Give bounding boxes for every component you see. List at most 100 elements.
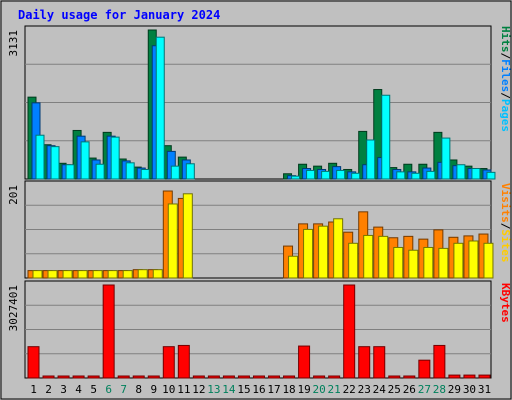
bar-pages-day-10 xyxy=(170,165,180,180)
legend-kbytes: KBytes xyxy=(499,283,512,323)
y-max-label: 3131 xyxy=(7,30,20,57)
bar-pages-day-5 xyxy=(95,163,105,180)
bar-sites-day-1 xyxy=(32,270,43,279)
x-tick-label-5: 5 xyxy=(90,383,97,396)
bar-sites-day-19 xyxy=(303,228,314,279)
x-tick-label-17: 17 xyxy=(267,383,280,396)
bar-kbytes-day-4 xyxy=(72,375,85,379)
legend-separator: / xyxy=(499,53,512,60)
panel-sites_visits: 201 Visits/Sites xyxy=(7,180,512,279)
bar-kbytes-day-30 xyxy=(463,374,476,379)
legend-separator: / xyxy=(499,223,512,230)
legend-hits: Hits xyxy=(499,26,512,53)
x-tick-label-18: 18 xyxy=(282,383,295,396)
x-tick-label-28: 28 xyxy=(433,383,446,396)
x-tick-label-23: 23 xyxy=(358,383,371,396)
bar-sites-day-11 xyxy=(182,193,193,279)
bar-pages-day-29 xyxy=(456,164,466,180)
bar-kbytes-day-27 xyxy=(418,359,431,379)
x-tick-label-8: 8 xyxy=(135,383,142,396)
bar-sites-day-6 xyxy=(107,270,118,279)
bar-sites-day-2 xyxy=(47,270,58,279)
x-tick-label-9: 9 xyxy=(150,383,157,396)
x-tick-label-30: 30 xyxy=(463,383,476,396)
bar-sites-day-24 xyxy=(378,235,389,279)
bar-pages-day-6 xyxy=(110,136,120,180)
legend-hits_files_pages: Hits/Files/Pages xyxy=(499,26,512,132)
bar-pages-day-2 xyxy=(50,146,60,180)
bar-kbytes-day-5 xyxy=(87,375,100,379)
x-tick-label-29: 29 xyxy=(448,383,461,396)
bar-sites-day-3 xyxy=(62,270,73,279)
bar-kbytes-day-23 xyxy=(358,346,371,379)
chart-title: Daily usage for January 2024 xyxy=(18,8,220,22)
bar-pages-day-11 xyxy=(185,163,195,180)
bar-sites-day-29 xyxy=(453,242,464,279)
legend-pages: Pages xyxy=(499,99,512,132)
x-tick-label-27: 27 xyxy=(418,383,431,396)
bar-sites-day-31 xyxy=(483,242,494,279)
bar-kbytes-day-28 xyxy=(433,344,446,379)
bar-kbytes-day-8 xyxy=(132,375,145,379)
bar-sites-day-4 xyxy=(77,270,88,279)
bar-sites-day-7 xyxy=(122,270,133,279)
x-tick-label-31: 31 xyxy=(478,383,491,396)
y-max-label: 201 xyxy=(7,185,20,205)
bar-kbytes-day-26 xyxy=(403,375,416,379)
bar-kbytes-day-10 xyxy=(162,346,175,379)
bar-sites-day-5 xyxy=(92,270,103,279)
bar-kbytes-day-29 xyxy=(448,374,461,379)
bar-kbytes-day-3 xyxy=(57,375,70,379)
bar-kbytes-day-2 xyxy=(42,375,55,379)
x-tick-label-12: 12 xyxy=(192,383,205,396)
x-tick-label-4: 4 xyxy=(75,383,82,396)
x-tick-label-16: 16 xyxy=(252,383,265,396)
bar-sites-day-28 xyxy=(438,247,449,279)
bar-sites-day-22 xyxy=(348,242,359,279)
bar-pages-day-20 xyxy=(321,170,331,180)
bar-kbytes-day-22 xyxy=(343,284,356,379)
bar-pages-day-25 xyxy=(396,171,406,180)
x-tick-label-13: 13 xyxy=(207,383,220,396)
bar-kbytes-day-6 xyxy=(102,284,115,379)
bar-kbytes-day-9 xyxy=(147,375,160,379)
bar-pages-day-24 xyxy=(381,94,391,180)
y-max-label: 3027401 xyxy=(7,285,20,331)
bar-kbytes-day-19 xyxy=(298,345,311,379)
x-tick-label-10: 10 xyxy=(162,383,175,396)
bar-kbytes-day-24 xyxy=(373,346,386,379)
x-tick-label-20: 20 xyxy=(313,383,326,396)
bar-pages-day-7 xyxy=(125,162,135,180)
bar-kbytes-day-16 xyxy=(252,375,265,379)
bar-pages-day-27 xyxy=(426,170,436,180)
legend-files: Files xyxy=(499,59,512,92)
bar-pages-day-31 xyxy=(486,171,496,180)
bar-sites-day-9 xyxy=(152,269,163,279)
bar-sites-day-10 xyxy=(167,203,178,279)
x-tick-label-19: 19 xyxy=(297,383,310,396)
legend-separator: / xyxy=(499,92,512,99)
bar-pages-day-19 xyxy=(306,169,316,180)
panel-hits_files_pages: 3131 Hits/Files/Pages xyxy=(7,25,512,180)
bar-pages-day-1 xyxy=(35,134,45,180)
x-tick-label-6: 6 xyxy=(105,383,112,396)
bar-pages-day-9 xyxy=(155,36,165,180)
bar-pages-day-30 xyxy=(471,168,481,180)
bar-kbytes-day-25 xyxy=(388,375,401,379)
legend-kbytes: KBytes xyxy=(499,283,512,323)
bar-kbytes-day-12 xyxy=(192,375,205,379)
legend-sites_visits: Visits/Sites xyxy=(499,183,512,263)
x-tick-label-26: 26 xyxy=(403,383,416,396)
bar-pages-day-26 xyxy=(411,172,421,180)
x-tick-label-22: 22 xyxy=(343,383,356,396)
legend-sites: Sites xyxy=(499,229,512,262)
bar-pages-day-21 xyxy=(336,169,346,180)
bar-pages-day-22 xyxy=(351,172,361,180)
bar-pages-day-23 xyxy=(366,139,376,180)
bar-sites-day-23 xyxy=(363,234,374,279)
bar-kbytes-day-21 xyxy=(328,375,341,379)
legend-visits: Visits xyxy=(499,183,512,223)
bar-sites-day-25 xyxy=(393,246,404,279)
